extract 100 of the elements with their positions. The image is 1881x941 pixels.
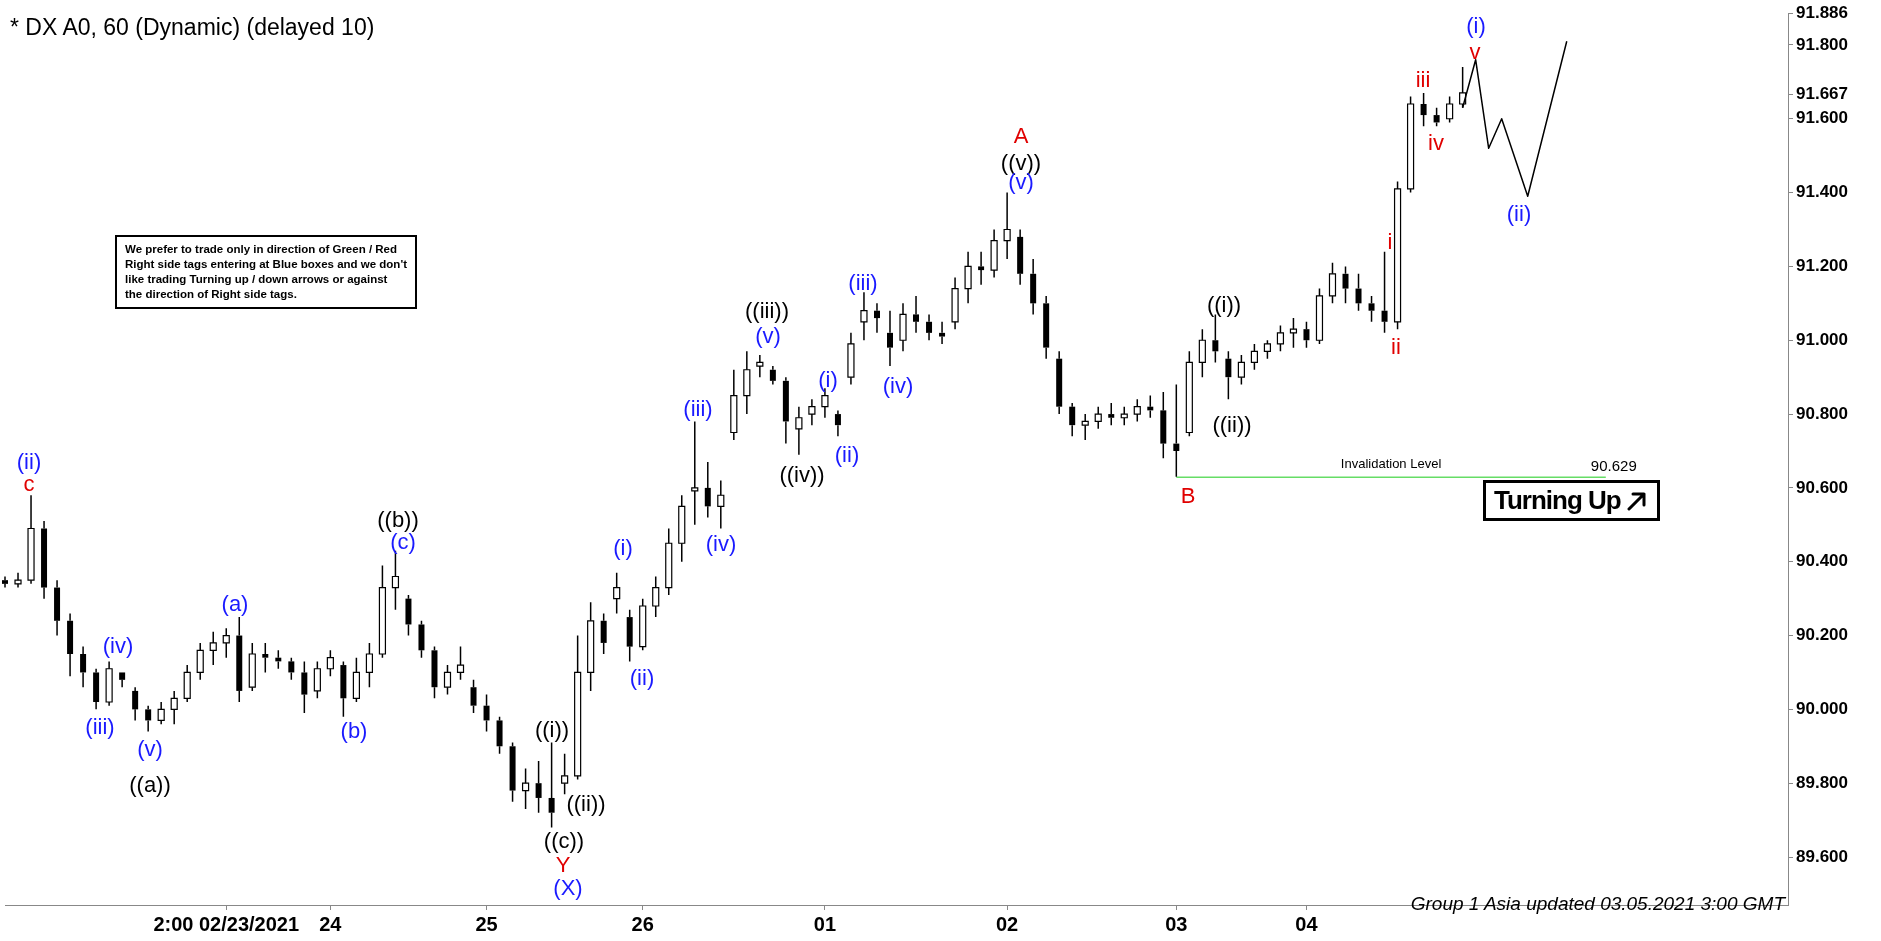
candlestick <box>665 527 673 596</box>
candlestick <box>574 634 582 781</box>
annotation: We prefer to trade only in direction of Green / Red Right side tags entering at Blue boxes and we don't like trading Turning up / down arrows or against the direction of Right side tags. <box>115 235 417 309</box>
annotation: (X) <box>553 875 583 900</box>
candlestick <box>27 494 35 585</box>
y-tick-label: 91.667 <box>1796 83 1848 103</box>
candlestick <box>1342 265 1349 305</box>
annotation: (v) <box>755 323 781 348</box>
candlestick <box>1160 391 1167 460</box>
candlestick <box>600 612 607 655</box>
annotation: ((iv)) <box>779 462 825 487</box>
annotation: (iv) <box>705 531 737 556</box>
candlestick <box>1108 402 1115 426</box>
annotation: (i) <box>1466 13 1486 38</box>
annotation: iv <box>1428 130 1444 155</box>
candlestick <box>652 575 660 618</box>
candlestick <box>717 479 725 530</box>
annotation: (v) <box>137 736 163 761</box>
x-tick-label: 2:00 02/23/2021 <box>153 912 300 935</box>
candlestick <box>378 564 387 659</box>
candlestick <box>1368 295 1375 323</box>
candlestick <box>93 668 100 711</box>
candlestick <box>80 645 87 688</box>
candlestick <box>847 332 855 386</box>
candlestick <box>990 228 998 279</box>
candlestick <box>183 664 191 703</box>
annotation: (a) <box>221 591 249 616</box>
candlestick <box>913 295 920 334</box>
candlestick <box>1003 191 1011 260</box>
x-tick-label: 24 <box>319 912 343 935</box>
candlestick <box>951 276 959 330</box>
candlestick <box>1030 258 1037 316</box>
candlestick <box>521 767 530 810</box>
candlestick <box>1420 92 1427 127</box>
candlestick <box>613 572 621 615</box>
candlestick <box>14 572 22 589</box>
y-tick-label: 91.886 <box>1796 2 1848 22</box>
y-tick-label: 90.400 <box>1796 551 1848 571</box>
candlestick <box>535 760 542 814</box>
annotation: ((ii)) <box>1212 412 1252 437</box>
candlestick <box>1355 273 1362 312</box>
candlestick <box>964 250 972 305</box>
x-tick-label: 04 <box>1295 912 1319 935</box>
candlestick <box>170 690 178 725</box>
candlestick <box>1056 350 1063 415</box>
annotation: Y <box>555 852 571 877</box>
candlestick <box>899 302 907 353</box>
candlestick <box>1069 402 1076 437</box>
annotation: ((i)) <box>534 717 570 742</box>
candlestick <box>1017 228 1024 286</box>
annotation: A <box>1013 123 1029 148</box>
candlestick <box>2 575 8 589</box>
candlestick <box>1173 383 1180 478</box>
y-tick-label: 91.400 <box>1796 182 1848 202</box>
candlestick <box>340 660 347 718</box>
candlestick <box>456 645 465 681</box>
series-label: Invalidation Level <box>1340 456 1442 472</box>
annotation: (i) <box>613 535 633 560</box>
x-tick-label: 25 <box>475 912 498 935</box>
candlestick <box>873 302 880 334</box>
y-tick-label: 91.800 <box>1796 34 1848 54</box>
candlestick <box>704 461 711 519</box>
annotation: (b) <box>340 718 368 743</box>
candlestick <box>808 398 816 426</box>
candlestick <box>301 660 308 714</box>
annotation: ((b)) <box>377 507 419 532</box>
candlestick <box>1043 295 1050 360</box>
candlestick <box>54 579 61 637</box>
annotation: i <box>1387 229 1393 254</box>
y-tick-label: 90.000 <box>1796 699 1848 719</box>
candlestick <box>886 309 893 367</box>
annotation: (i) <box>818 367 838 392</box>
candlestick <box>67 612 74 677</box>
x-tick-label: 26 <box>631 912 654 935</box>
x-tick-label: 03 <box>1165 912 1188 935</box>
candlestick <box>352 656 360 703</box>
candlestick <box>1289 317 1298 349</box>
candlestick <box>782 376 789 445</box>
candlestick <box>132 686 139 722</box>
candlestick <box>743 350 751 415</box>
annotation: v <box>1469 39 1481 64</box>
candlestick <box>145 704 152 733</box>
candlestick <box>105 660 113 707</box>
candlestick <box>834 409 841 437</box>
candlestick <box>236 616 243 703</box>
candlestick <box>119 672 126 688</box>
candlestick <box>939 321 946 345</box>
annotation: Turning Up <box>1483 480 1660 521</box>
y-tick-label: 90.800 <box>1796 403 1848 423</box>
x-tick-label: 01 <box>813 912 837 935</box>
annotation: B <box>1180 483 1196 508</box>
annotation: (iii) <box>85 714 115 739</box>
candlestick <box>209 631 217 666</box>
annotation: (iv) <box>102 633 134 658</box>
candlestick <box>1381 250 1388 334</box>
y-tick-label: 91.600 <box>1796 108 1848 128</box>
y-tick-label: 89.800 <box>1796 772 1848 792</box>
annotation: (ii) <box>1506 201 1532 226</box>
candlestick <box>41 520 48 600</box>
annotation: ii <box>1391 334 1401 359</box>
